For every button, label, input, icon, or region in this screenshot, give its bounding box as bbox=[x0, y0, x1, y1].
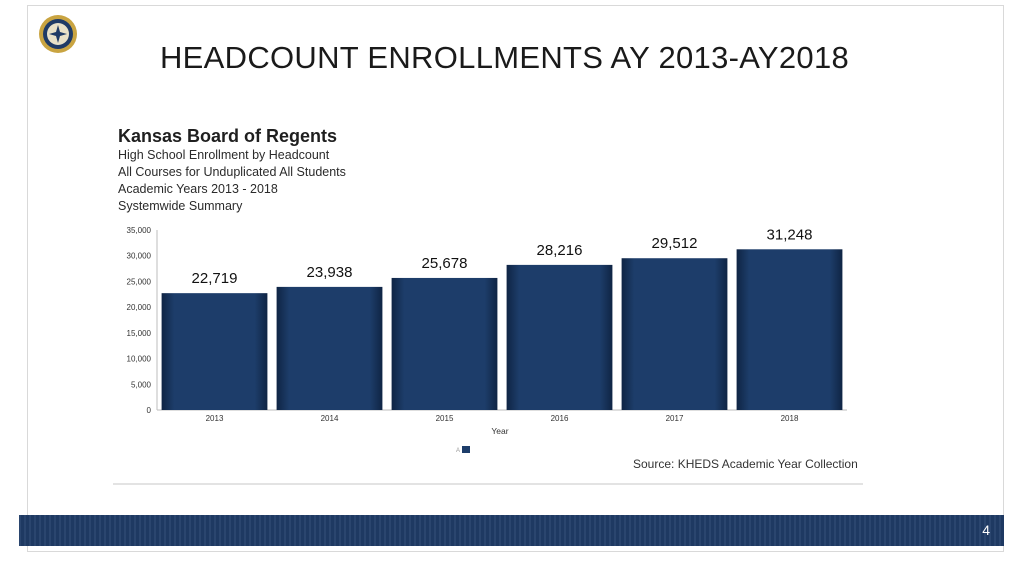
data-label: 22,719 bbox=[192, 270, 238, 287]
slide-frame bbox=[27, 5, 1004, 552]
legend-swatch bbox=[462, 446, 470, 453]
y-tick-label: 0 bbox=[147, 406, 152, 415]
chart-header: Kansas Board of Regents High School Enro… bbox=[118, 125, 346, 215]
source-note: Source: KHEDS Academic Year Collection bbox=[633, 457, 858, 471]
data-label: 28,216 bbox=[537, 242, 583, 259]
seal-logo-icon bbox=[38, 14, 78, 54]
x-tick-label: 2017 bbox=[666, 414, 684, 423]
org-name: Kansas Board of Regents bbox=[118, 126, 338, 146]
page-number: 4 bbox=[982, 522, 990, 538]
bar-2015 bbox=[391, 277, 498, 410]
subtitle-line: All Courses for Unduplicated All Student… bbox=[118, 165, 346, 179]
y-tick-label: 30,000 bbox=[127, 252, 152, 261]
x-tick-label: 2013 bbox=[206, 414, 224, 423]
y-tick-label: 10,000 bbox=[127, 355, 152, 364]
y-tick-label: 20,000 bbox=[127, 303, 152, 312]
data-label: 31,248 bbox=[767, 226, 813, 243]
subtitle-line: Systemwide Summary bbox=[118, 199, 243, 213]
bar-2013 bbox=[161, 293, 268, 410]
x-tick-label: 2014 bbox=[321, 414, 339, 423]
x-tick-label: 2015 bbox=[436, 414, 454, 423]
y-tick-label: 25,000 bbox=[127, 277, 152, 286]
y-tick-label: 15,000 bbox=[127, 329, 152, 338]
slide-title: HEADCOUNT ENROLLMENTS AY 2013-AY2018 bbox=[160, 40, 850, 75]
y-tick-label: 5,000 bbox=[131, 380, 152, 389]
data-label: 29,512 bbox=[652, 235, 698, 252]
y-tick-label: 35,000 bbox=[127, 226, 152, 235]
subtitle-line: High School Enrollment by Headcount bbox=[118, 148, 330, 162]
data-label: 23,938 bbox=[307, 264, 353, 281]
data-label: 25,678 bbox=[422, 255, 468, 272]
legend-label: A bbox=[456, 448, 460, 454]
bar-2017 bbox=[621, 258, 728, 410]
subtitle-line: Academic Years 2013 - 2018 bbox=[118, 182, 278, 196]
x-tick-label: 2018 bbox=[781, 414, 799, 423]
footer-band: 4 bbox=[19, 515, 1004, 546]
bar-2018 bbox=[736, 249, 843, 410]
chart-card: Kansas Board of Regents High School Enro… bbox=[113, 115, 863, 485]
x-axis-title: Year bbox=[491, 426, 508, 436]
bar-2014 bbox=[276, 286, 383, 410]
bar-chart: 0 5,000 10,000 15,000 20,000 25,000 30,000 35,0… bbox=[127, 226, 847, 454]
x-tick-label: 2016 bbox=[551, 414, 569, 423]
bar-2016 bbox=[506, 264, 613, 410]
